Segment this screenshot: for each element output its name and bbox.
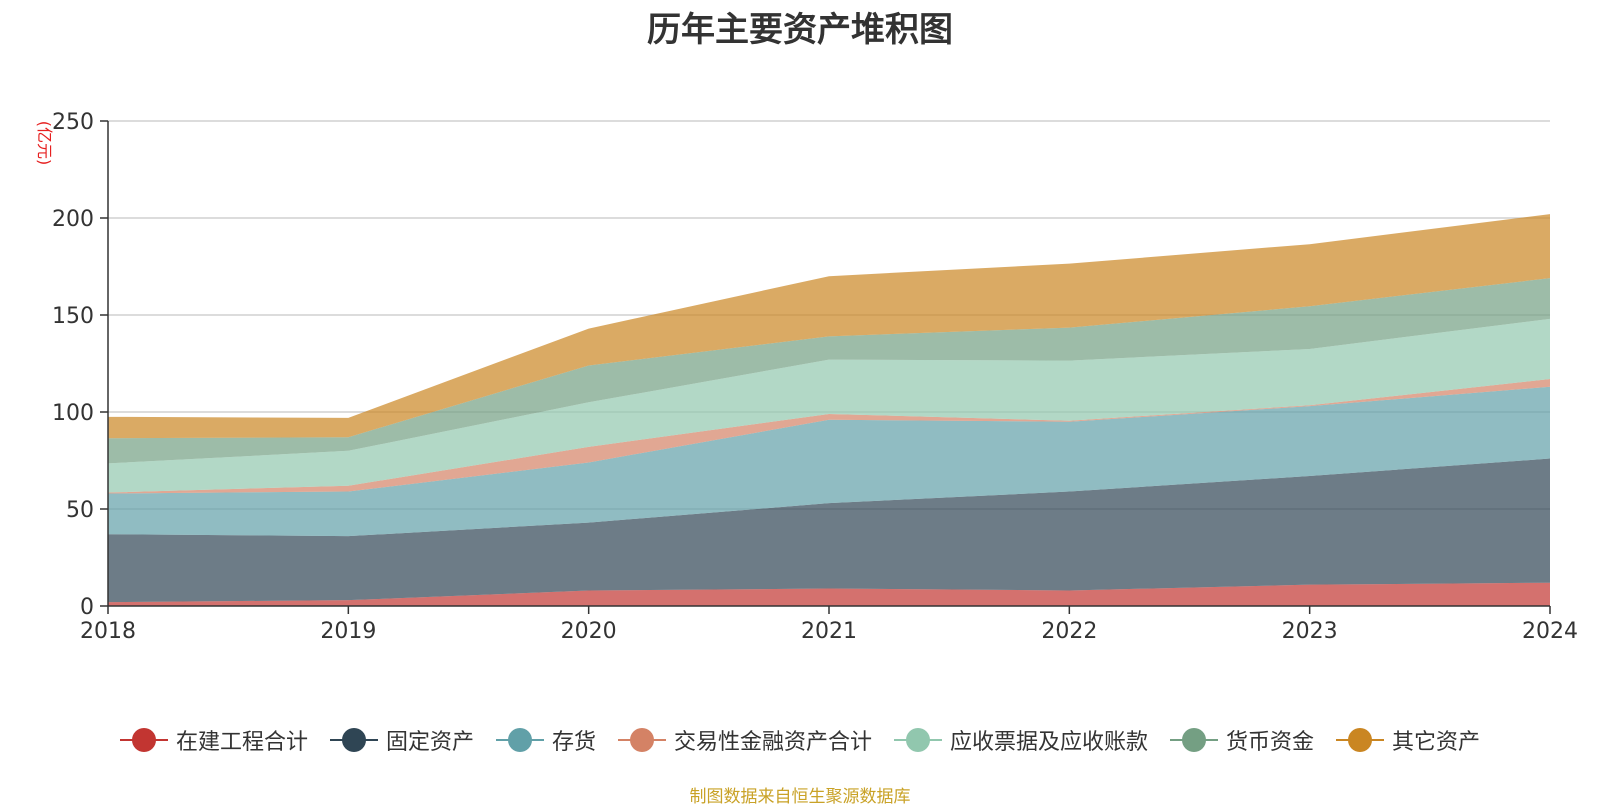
area-series-5 (108, 278, 1550, 464)
legend-marker-icon (329, 728, 378, 752)
legend-marker-icon (119, 728, 168, 752)
legend-marker-icon (617, 728, 666, 752)
x-tick-label: 2019 (320, 619, 376, 644)
legend-label: 应收票据及应收账款 (950, 730, 1149, 755)
x-tick-label: 2024 (1522, 619, 1578, 644)
data-source-note: 制图数据来自恒生聚源数据库 (689, 787, 911, 807)
y-tick-label: 150 (52, 304, 94, 329)
y-tick-label: 100 (52, 401, 94, 426)
y-tick-label: 250 (52, 110, 94, 135)
legend-marker-icon (894, 728, 942, 752)
area-series-1 (108, 458, 1550, 603)
legend-marker-icon (495, 728, 544, 752)
area-series-4 (108, 318, 1550, 493)
area-series-group (108, 214, 1550, 606)
legend-label: 货币资金 (1226, 730, 1315, 755)
legend-label: 交易性金融资产合计 (673, 730, 872, 755)
area-series-6 (108, 214, 1550, 439)
chart-title: 历年主要资产堆积图 (647, 10, 953, 50)
legend: 在建工程合计 固定资产 存货 交易性金融资产合计 应收票据及应收账款 货币资金 其它资产 (0, 720, 1600, 760)
legend-marker-icon (1336, 728, 1385, 752)
area-series-0 (108, 582, 1550, 606)
legend-label: 存货 (551, 730, 596, 755)
legend-marker-icon (1170, 728, 1219, 752)
x-tick-label: 2022 (1041, 619, 1097, 644)
x-tick-label: 2018 (80, 619, 136, 644)
x-tick-label: 2021 (801, 619, 857, 644)
legend-item[interactable]: 在建工程合计 (119, 724, 308, 756)
legend-item[interactable]: 固定资产 (329, 724, 474, 756)
axes (100, 120, 1551, 614)
legend-item[interactable]: 货币资金 (1170, 724, 1314, 756)
y-tick-label: 50 (66, 498, 94, 523)
legend-label: 固定资产 (385, 730, 474, 755)
legend-label: 在建工程合计 (175, 730, 308, 755)
y-axis-unit-label: (亿元) (35, 121, 54, 166)
x-tick-label: 2023 (1282, 619, 1338, 644)
y-tick-label: 200 (52, 207, 94, 232)
x-tick-label: 2020 (561, 619, 617, 644)
legend-item[interactable]: 存货 (495, 724, 596, 756)
legend-item[interactable]: 应收票据及应收账款 (894, 724, 1148, 756)
y-tick-label: 0 (80, 595, 94, 620)
tick-labels: 0 50 100 150 200 250 2018 2019 2020 2021 2022 2023 2… (52, 110, 1578, 644)
area-series-2 (108, 386, 1550, 537)
legend-item[interactable]: 交易性金融资产合计 (617, 724, 872, 756)
legend-label: 其它资产 (1392, 730, 1481, 755)
legend-item[interactable]: 其它资产 (1336, 724, 1480, 756)
